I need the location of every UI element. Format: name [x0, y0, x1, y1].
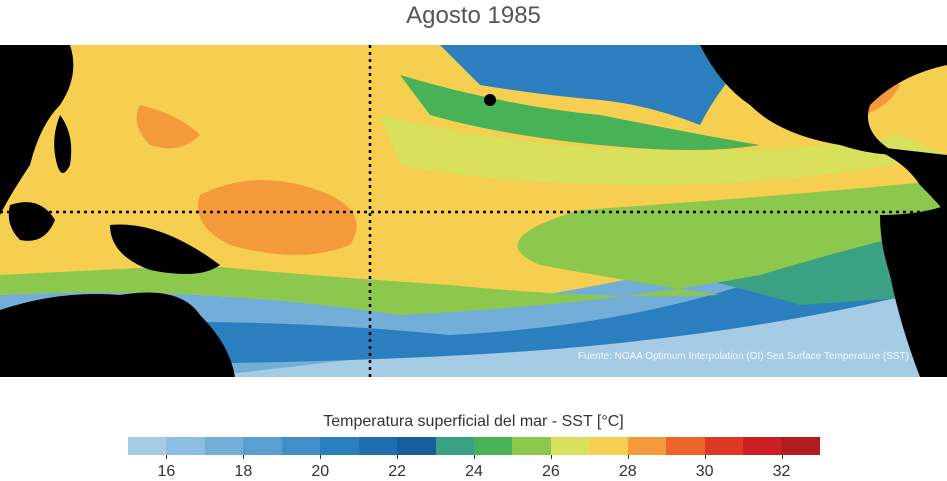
colorbar-swatch	[627, 437, 667, 455]
colorbar	[128, 437, 820, 455]
colorbar-swatch	[550, 437, 590, 455]
colorbar-swatch	[166, 437, 205, 455]
landmass-south-america	[880, 205, 947, 377]
colorbar-swatch	[320, 437, 359, 455]
colorbar-tick-label: 22	[388, 463, 406, 480]
colorbar-swatch	[473, 437, 513, 455]
landmass-central-america	[860, 145, 947, 215]
colorbar-tick	[704, 455, 706, 459]
colorbar-swatch	[397, 437, 436, 455]
colorbar-tick-label: 16	[157, 463, 176, 480]
colorbar-title: Temperatura superficial del mar - SST [°…	[323, 413, 624, 430]
colorbar-tick	[243, 455, 245, 459]
landmass-new-guinea	[110, 224, 220, 274]
sst-band-south-deep	[200, 245, 947, 377]
landmass-north-america	[700, 45, 947, 155]
colorbar-tick	[550, 455, 552, 459]
sst-warm-pool	[198, 180, 357, 255]
sst-warm-pool-2	[136, 105, 200, 149]
sst-band-south-mid	[0, 245, 947, 365]
sst-band-north-green	[400, 75, 760, 150]
colorbar-swatch	[358, 437, 398, 455]
colorbar-tick-label: 24	[465, 463, 483, 480]
colorbar-tick	[474, 455, 475, 459]
colorbar-tick-label: 30	[695, 463, 714, 480]
colorbar-tick	[397, 455, 399, 459]
colorbar-swatch	[704, 437, 743, 455]
colorbar-tick-label: 32	[772, 463, 791, 480]
colorbar-ticks: 16 18 20 22 24 26 28 30 32	[128, 455, 820, 480]
colorbar-tick	[627, 455, 629, 459]
sst-green-band	[0, 180, 947, 315]
colorbar-swatch	[743, 437, 782, 455]
map-title: Agosto 1985	[406, 2, 541, 29]
colorbar-tick	[166, 455, 168, 459]
colorbar-swatch	[128, 437, 167, 455]
landmass-australia	[0, 292, 235, 377]
colorbar-tick-label: 26	[541, 463, 560, 480]
sst-band-north-yellow	[380, 115, 947, 185]
landmass-philippines	[54, 115, 72, 173]
colorbar-swatch	[204, 437, 244, 455]
colorbar-swatch	[666, 437, 705, 455]
colorbar-swatch	[243, 437, 282, 455]
landmass-asia	[0, 45, 74, 215]
colorbar-swatch	[781, 437, 820, 455]
colorbar-tick	[320, 455, 322, 459]
colorbar-tick-label: 18	[234, 463, 253, 480]
colorbar-swatch	[435, 437, 474, 455]
colorbar-tick	[781, 455, 783, 459]
sst-band-north-cool	[440, 45, 760, 125]
colorbar-swatch	[589, 437, 628, 455]
colorbar-tick-label: 28	[618, 463, 637, 480]
sst-map	[0, 45, 947, 377]
landmass-hawaii	[484, 94, 496, 106]
colorbar-swatch	[281, 437, 321, 455]
colorbar-swatch	[512, 437, 551, 455]
colorbar-tick-label: 20	[311, 463, 330, 480]
source-note: Fuente: NOAA Optimum Interpolation (OI) …	[577, 351, 909, 362]
